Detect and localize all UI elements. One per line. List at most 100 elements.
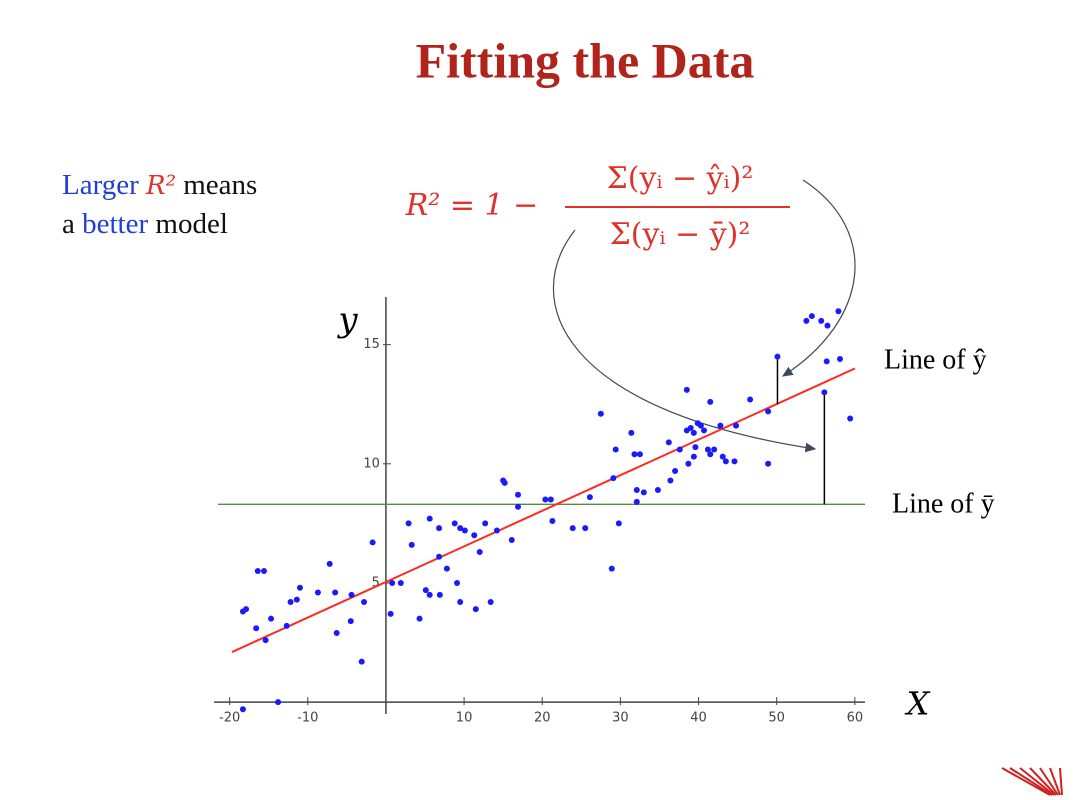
point	[636, 451, 643, 458]
point	[547, 496, 554, 503]
caption: Larger R² means a better model	[62, 166, 257, 243]
point	[314, 589, 321, 596]
point	[765, 408, 772, 415]
point	[687, 425, 694, 432]
point	[332, 589, 339, 596]
point	[293, 596, 300, 603]
point	[454, 579, 461, 586]
point	[608, 565, 615, 572]
point	[387, 610, 394, 617]
fit-label: Line of ŷ	[884, 344, 987, 375]
point	[361, 599, 368, 606]
point	[476, 548, 483, 555]
caption-word: R²	[146, 171, 176, 201]
point	[821, 389, 828, 396]
point	[348, 591, 355, 598]
y-tick-label: 5	[372, 575, 380, 590]
x-tick-label: 60	[847, 711, 864, 726]
point	[457, 599, 464, 606]
point	[405, 520, 412, 527]
formula-denominator: Σ(yᵢ − ȳ)²	[610, 217, 751, 252]
point	[719, 453, 726, 460]
point	[283, 622, 290, 629]
point	[722, 458, 729, 465]
point	[707, 398, 714, 405]
point	[803, 317, 810, 324]
point	[823, 358, 830, 365]
logo	[1001, 767, 1063, 796]
point	[654, 487, 661, 494]
point	[836, 355, 843, 362]
point	[701, 427, 708, 434]
point	[631, 451, 638, 458]
point	[515, 503, 522, 510]
point	[612, 446, 619, 453]
point	[597, 410, 604, 417]
point	[436, 525, 443, 532]
y-tick-label: 15	[363, 337, 380, 352]
point	[515, 491, 522, 498]
caption-word: better	[82, 208, 149, 240]
point	[482, 520, 489, 527]
point	[542, 496, 549, 503]
point	[707, 451, 714, 458]
point	[487, 599, 494, 606]
point	[347, 618, 354, 625]
point	[808, 313, 815, 320]
point	[451, 520, 458, 527]
point	[765, 460, 772, 467]
point	[243, 606, 250, 613]
point	[422, 587, 429, 594]
point	[697, 422, 704, 429]
y-tick-label: 10	[363, 456, 380, 471]
point	[333, 629, 340, 636]
point	[326, 560, 333, 567]
point	[685, 460, 692, 467]
point	[389, 579, 396, 586]
point	[633, 487, 640, 494]
point	[569, 525, 576, 532]
point	[443, 565, 450, 572]
point	[261, 568, 268, 575]
point	[628, 429, 635, 436]
point	[254, 568, 261, 575]
point	[711, 446, 718, 453]
point	[416, 615, 423, 622]
point	[847, 415, 854, 422]
point	[586, 494, 593, 501]
x-tick-label: 10	[456, 711, 473, 726]
point	[835, 308, 842, 315]
point	[549, 517, 556, 524]
x-tick-label: -20	[219, 711, 240, 726]
point	[615, 520, 622, 527]
point	[239, 706, 246, 713]
point	[253, 625, 260, 632]
point	[667, 477, 674, 484]
point	[824, 322, 831, 329]
formula-lhs: R² = 1 −	[405, 188, 539, 223]
point	[610, 475, 617, 482]
point	[358, 658, 365, 665]
fit-line	[231, 367, 856, 653]
point	[633, 498, 640, 505]
x-axis-label: X	[904, 685, 931, 723]
y-axis-label: y	[336, 300, 358, 340]
point	[747, 396, 754, 403]
point	[501, 479, 508, 486]
point	[731, 458, 738, 465]
point	[369, 539, 376, 546]
point	[275, 699, 282, 706]
point	[665, 439, 672, 446]
x-tick-label: -10	[297, 711, 318, 726]
point	[704, 446, 711, 453]
point	[717, 422, 724, 429]
title: Fitting the Data	[416, 32, 755, 88]
mean-label: Line of ȳ	[892, 488, 995, 519]
caption-word: a	[62, 208, 75, 240]
formula-numerator: Σ(yᵢ − ŷᵢ)²	[607, 161, 754, 196]
caption-word: means	[183, 169, 258, 201]
x-tick-label: 50	[768, 711, 785, 726]
x-tick-label: 20	[534, 711, 551, 726]
